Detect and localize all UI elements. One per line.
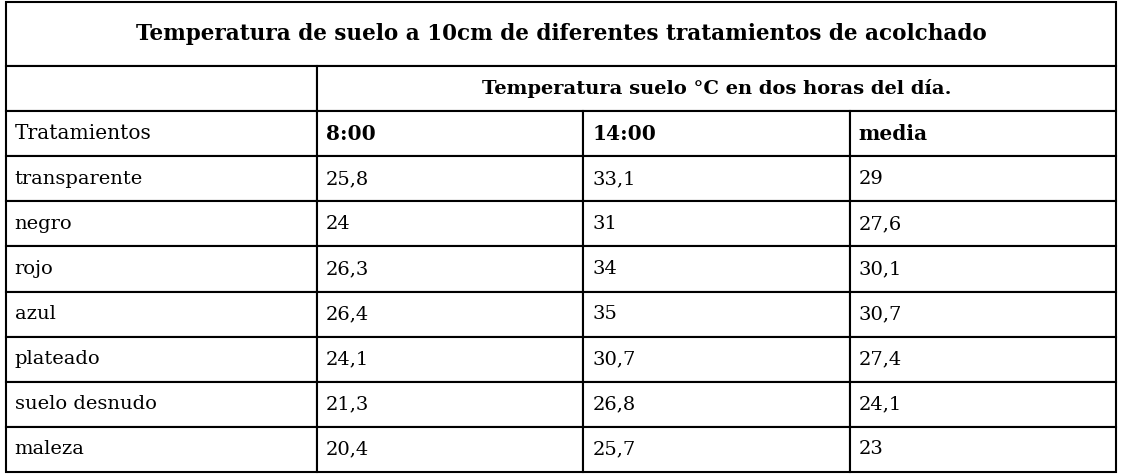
Bar: [583, 111, 849, 156]
Bar: [583, 382, 849, 427]
Text: 14:00: 14:00: [592, 124, 656, 144]
Bar: [583, 201, 849, 246]
Text: maleza: maleza: [15, 440, 84, 458]
Bar: [6, 2, 1116, 66]
Bar: [849, 427, 1116, 472]
Bar: [849, 111, 1116, 156]
Text: 26,4: 26,4: [325, 305, 369, 323]
Text: 33,1: 33,1: [592, 170, 636, 188]
Bar: [6, 246, 316, 292]
Bar: [849, 201, 1116, 246]
Text: 24,1: 24,1: [325, 350, 369, 368]
Text: 35: 35: [592, 305, 617, 323]
Bar: [6, 156, 316, 201]
Bar: [849, 337, 1116, 382]
Text: 20,4: 20,4: [325, 440, 369, 458]
Text: 24: 24: [325, 215, 350, 233]
Text: 30,1: 30,1: [858, 260, 902, 278]
Bar: [849, 292, 1116, 337]
Text: Temperatura de suelo a 10cm de diferentes tratamientos de acolchado: Temperatura de suelo a 10cm de diferente…: [136, 23, 986, 46]
Bar: [849, 156, 1116, 201]
Bar: [316, 156, 583, 201]
Text: negro: negro: [15, 215, 72, 233]
Text: 24,1: 24,1: [858, 395, 902, 413]
Bar: [6, 337, 316, 382]
Text: Tratamientos: Tratamientos: [15, 124, 151, 144]
Bar: [316, 292, 583, 337]
Bar: [6, 427, 316, 472]
Text: 26,3: 26,3: [325, 260, 369, 278]
Bar: [316, 66, 1116, 111]
Text: 21,3: 21,3: [325, 395, 369, 413]
Text: 30,7: 30,7: [592, 350, 635, 368]
Bar: [316, 427, 583, 472]
Bar: [316, 201, 583, 246]
Bar: [316, 337, 583, 382]
Text: 29: 29: [858, 170, 884, 188]
Bar: [849, 382, 1116, 427]
Bar: [583, 246, 849, 292]
Text: 27,4: 27,4: [858, 350, 902, 368]
Bar: [583, 292, 849, 337]
Text: rojo: rojo: [15, 260, 54, 278]
Bar: [6, 111, 316, 156]
Text: 30,7: 30,7: [858, 305, 902, 323]
Text: 23: 23: [858, 440, 884, 458]
Text: suelo desnudo: suelo desnudo: [15, 395, 156, 413]
Bar: [6, 292, 316, 337]
Bar: [316, 246, 583, 292]
Text: 31: 31: [592, 215, 617, 233]
Text: 27,6: 27,6: [858, 215, 902, 233]
Bar: [6, 66, 316, 111]
Text: 8:00: 8:00: [325, 124, 376, 144]
Text: Temperatura suelo °C en dos horas del día.: Temperatura suelo °C en dos horas del dí…: [481, 79, 951, 99]
Text: transparente: transparente: [15, 170, 142, 188]
Text: 26,8: 26,8: [592, 395, 635, 413]
Bar: [6, 382, 316, 427]
Text: azul: azul: [15, 305, 55, 323]
Bar: [583, 427, 849, 472]
Bar: [6, 201, 316, 246]
Bar: [583, 156, 849, 201]
Text: media: media: [858, 124, 928, 144]
Bar: [316, 382, 583, 427]
Bar: [583, 337, 849, 382]
Text: 34: 34: [592, 260, 617, 278]
Text: 25,7: 25,7: [592, 440, 635, 458]
Bar: [849, 246, 1116, 292]
Text: plateado: plateado: [15, 350, 100, 368]
Bar: [316, 111, 583, 156]
Text: 25,8: 25,8: [325, 170, 369, 188]
